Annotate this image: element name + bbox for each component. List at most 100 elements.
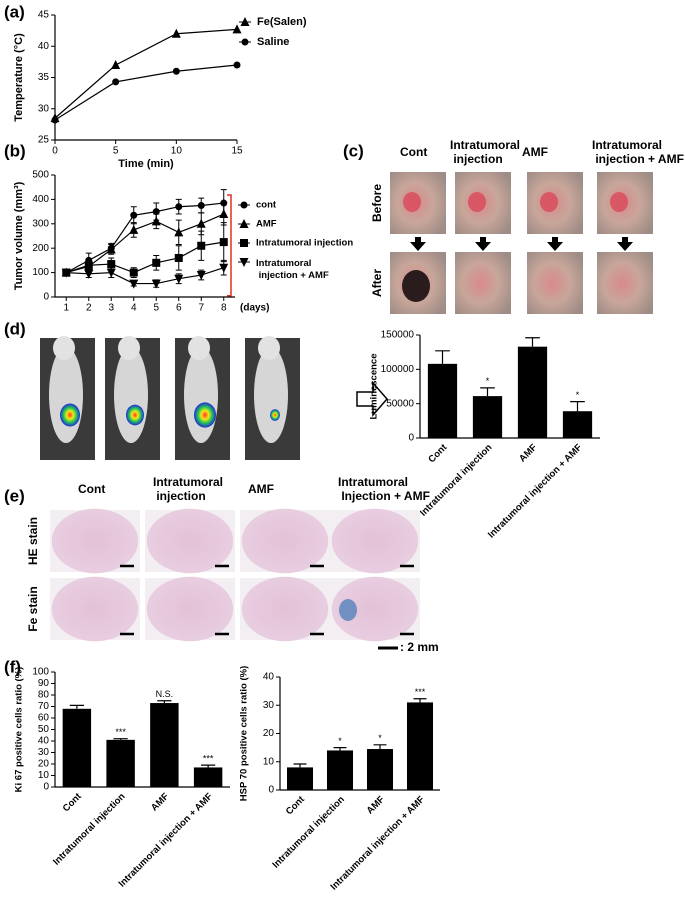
tumor	[403, 192, 421, 212]
x-tick-label: 7	[198, 303, 204, 314]
y-tick-label: 80	[38, 690, 50, 701]
series-line	[65, 202, 224, 274]
y-tick-label: 200	[32, 243, 49, 254]
significance-label: *	[486, 376, 490, 386]
marker	[239, 258, 249, 267]
marker	[171, 28, 181, 38]
x-tick-label: 6	[176, 303, 182, 314]
x-tick-label: AMF	[149, 791, 171, 813]
x-tick-label: AMF	[517, 442, 539, 464]
legend-label: Fe(Salen)	[257, 16, 307, 28]
y-axis-label: Ki 67 positive cells ratio (%)	[14, 667, 25, 793]
tissue	[146, 576, 234, 642]
luminescence-signal	[60, 403, 80, 427]
marker	[106, 268, 116, 278]
x-tick-label: Cont	[284, 794, 308, 818]
bar	[517, 346, 548, 438]
y-tick-label: 300	[32, 218, 49, 229]
bar	[106, 739, 135, 787]
iron-stain	[339, 599, 357, 621]
mouse-head	[188, 336, 210, 360]
arrow	[356, 381, 388, 417]
x-tick-label: 5	[153, 303, 159, 314]
error-bar	[201, 764, 216, 768]
panel-label: (f)	[4, 657, 21, 676]
y-tick-label: 30	[263, 700, 275, 711]
x-tick-label: Cont	[61, 791, 85, 815]
significance-label: *	[338, 736, 342, 746]
y-tick-label: 100	[32, 267, 49, 278]
marker	[107, 260, 116, 269]
luminescence-signal	[126, 404, 144, 426]
y-tick-label: 30	[38, 103, 50, 114]
marker	[241, 38, 249, 46]
significance-label: ***	[415, 687, 426, 697]
x-tick-label: Intratumoral injection	[51, 791, 128, 868]
series-line	[66, 267, 224, 285]
marker	[240, 201, 248, 209]
marker	[174, 253, 183, 262]
x-tick-label: 0	[52, 146, 58, 157]
y-tick-label: 10	[38, 770, 50, 781]
mouse	[254, 347, 288, 443]
tissue	[331, 508, 419, 574]
tissue	[146, 508, 234, 574]
legend-label: Intratumoral injection + AMF	[256, 258, 329, 281]
error-bar	[69, 704, 84, 709]
marker	[152, 258, 161, 267]
y-tick-label: 400	[32, 194, 49, 205]
marker	[151, 216, 161, 226]
x-axis-label: (days)	[240, 303, 269, 314]
y-tick-label: 25	[38, 135, 50, 146]
bar	[562, 411, 593, 438]
y-axis-label: Temperature (°C)	[13, 33, 25, 122]
y-tick-label: 150000	[381, 330, 415, 341]
mouse-head	[118, 336, 140, 360]
x-tick-label: 2	[86, 303, 92, 314]
x-tick-label: Cont	[426, 442, 450, 466]
y-tick-label: 20	[263, 728, 275, 739]
marker	[84, 269, 94, 279]
marker	[239, 219, 249, 228]
x-tick-label: 3	[108, 303, 114, 314]
error-bar	[373, 744, 387, 750]
significance-label: ***	[203, 754, 214, 764]
down-arrow	[547, 237, 563, 251]
significance-label: *	[220, 238, 225, 252]
x-axis-label: Time (min)	[118, 158, 174, 170]
marker	[219, 263, 229, 273]
y-tick-label: 0	[408, 433, 414, 444]
x-tick-label: Intratumoral injection + AMF	[117, 791, 216, 890]
mouse-head	[53, 336, 75, 360]
column-header: Intratumoral injection	[450, 138, 520, 166]
marker	[233, 61, 241, 69]
luminescence-signal	[194, 402, 216, 428]
y-tick-label: 10	[263, 756, 275, 767]
tissue	[241, 508, 329, 574]
y-tick-label: 40	[263, 672, 275, 683]
marker	[232, 24, 242, 34]
bar	[193, 767, 223, 787]
x-tick-label: 8	[221, 303, 227, 314]
x-tick-label: Intratumoral injection	[270, 794, 347, 871]
marker	[129, 268, 138, 277]
x-tick-label: 1	[63, 303, 69, 314]
y-axis-label: Tumor volume (mm³)	[13, 181, 25, 290]
down-arrow	[617, 237, 633, 251]
error-bar	[157, 700, 172, 704]
marker	[174, 227, 184, 237]
y-tick-label: 90	[38, 678, 50, 689]
column-header: Intratumoral injection + AMF	[592, 138, 684, 166]
tissue	[331, 576, 419, 642]
panel-label: (d)	[4, 319, 26, 338]
mouse-head	[258, 336, 280, 360]
column-header: Cont	[400, 145, 427, 159]
significance-bracket	[227, 194, 232, 297]
panel-label: (c)	[343, 141, 364, 160]
marker	[196, 218, 206, 228]
error-bar	[570, 401, 585, 412]
bar	[62, 708, 92, 787]
marker	[129, 224, 139, 234]
error-bar	[333, 747, 347, 751]
column-header: AMF	[248, 482, 274, 496]
